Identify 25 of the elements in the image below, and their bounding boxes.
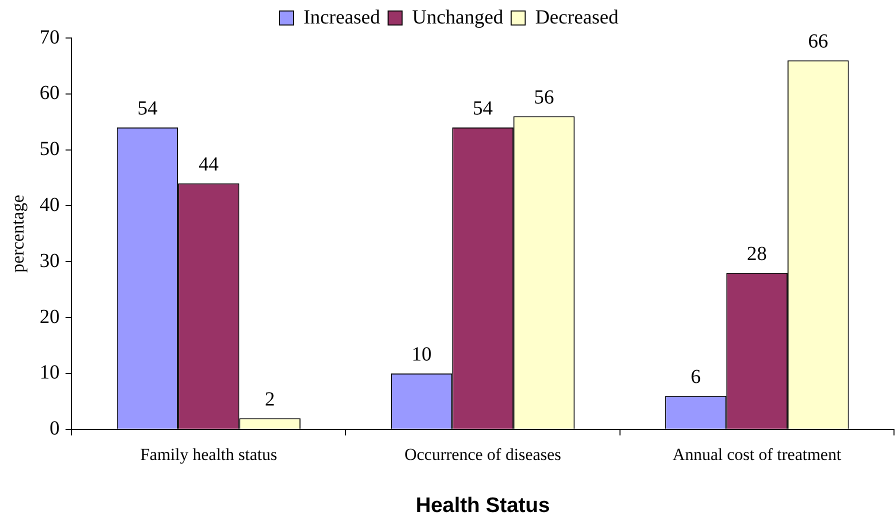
y-tick-label: 60 bbox=[40, 82, 60, 104]
y-axis-title: percentage bbox=[8, 194, 28, 273]
data-label: 6 bbox=[690, 366, 701, 388]
data-label: 44 bbox=[198, 154, 219, 176]
data-label: 66 bbox=[808, 30, 828, 53]
x-axis-title: Health Status bbox=[416, 494, 550, 518]
data-label: 28 bbox=[746, 243, 767, 266]
y-tick-label: 20 bbox=[40, 306, 60, 328]
legend-label: Increased bbox=[304, 6, 380, 28]
data-label: 10 bbox=[412, 344, 432, 366]
legend-label: Decreased bbox=[535, 6, 618, 28]
x-tick-label: Annual cost of treatment bbox=[672, 445, 842, 464]
data-label: 54 bbox=[472, 98, 493, 120]
x-tick-label: Occurrence of diseases bbox=[404, 445, 562, 464]
y-tick-label: 10 bbox=[40, 362, 60, 384]
data-label: 54 bbox=[137, 98, 158, 120]
x-tick-label: Family health status bbox=[140, 445, 278, 464]
legend-label: Unchanged bbox=[412, 6, 504, 28]
data-label: 2 bbox=[264, 388, 275, 410]
y-tick-label: 50 bbox=[40, 138, 60, 160]
y-tick-label: 40 bbox=[40, 194, 60, 216]
y-tick-label: 30 bbox=[40, 250, 60, 272]
y-tick-label: 70 bbox=[40, 26, 60, 48]
data-label: 56 bbox=[534, 86, 554, 109]
y-tick-label: 0 bbox=[50, 418, 60, 440]
